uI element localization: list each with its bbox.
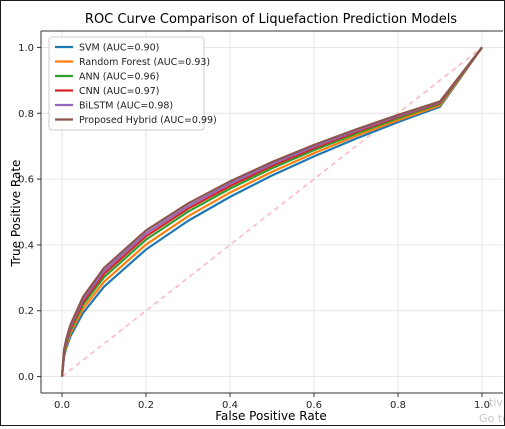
y-tick-label: 0.8 <box>18 109 34 120</box>
legend-box <box>48 36 205 131</box>
x-tick-label: 1.0 <box>474 400 490 411</box>
grid-lines <box>41 31 503 393</box>
y-tick-label: 0.6 <box>18 175 34 186</box>
x-tick-label: 0.6 <box>306 400 322 411</box>
random-classifier-line <box>61 46 483 378</box>
x-tick-label: 0.2 <box>138 400 154 411</box>
y-tick-label: 0.0 <box>18 372 34 383</box>
watermark-line-1: tiv <box>489 396 503 409</box>
x-tick-labels: 0.0 0.2 0.4 0.6 0.8 1.0 <box>54 400 490 411</box>
reference-diagonal <box>61 46 483 378</box>
legend-label-random-forest: Random Forest (AUC=0.93) <box>79 57 210 68</box>
axes <box>37 30 503 397</box>
legend-label-cnn: CNN (AUC=0.97) <box>79 86 159 97</box>
legend: SVM (AUC=0.90) Random Forest (AUC=0.93) AN… <box>48 36 217 131</box>
legend-label-proposed-hybrid: Proposed Hybrid (AUC=0.99) <box>79 115 217 126</box>
legend-label-ann: ANN (AUC=0.96) <box>79 72 159 83</box>
legend-label-bilstm: BiLSTM (AUC=0.98) <box>79 101 173 112</box>
chart-title: ROC Curve Comparison of Liquefaction Pre… <box>85 12 457 27</box>
y-tick-label: 0.4 <box>18 240 34 251</box>
x-tick-label: 0.8 <box>390 400 406 411</box>
x-tick-label: 0.4 <box>222 400 238 411</box>
y-tick-label: 1.0 <box>18 43 34 54</box>
roc-line-proposed-hybrid <box>60 46 483 377</box>
x-tick-label: 0.0 <box>54 400 70 411</box>
y-axis-label: True Positive Rate <box>9 160 23 268</box>
y-tick-labels: 0.0 0.2 0.4 0.6 0.8 1.0 <box>18 43 34 383</box>
x-axis-label: False Positive Rate <box>215 409 327 423</box>
y-tick-label: 0.2 <box>18 306 34 317</box>
legend-label-svm: SVM (AUC=0.90) <box>79 43 159 54</box>
series-lines <box>60 46 483 377</box>
watermark-line-2: Go to S <box>479 412 504 425</box>
